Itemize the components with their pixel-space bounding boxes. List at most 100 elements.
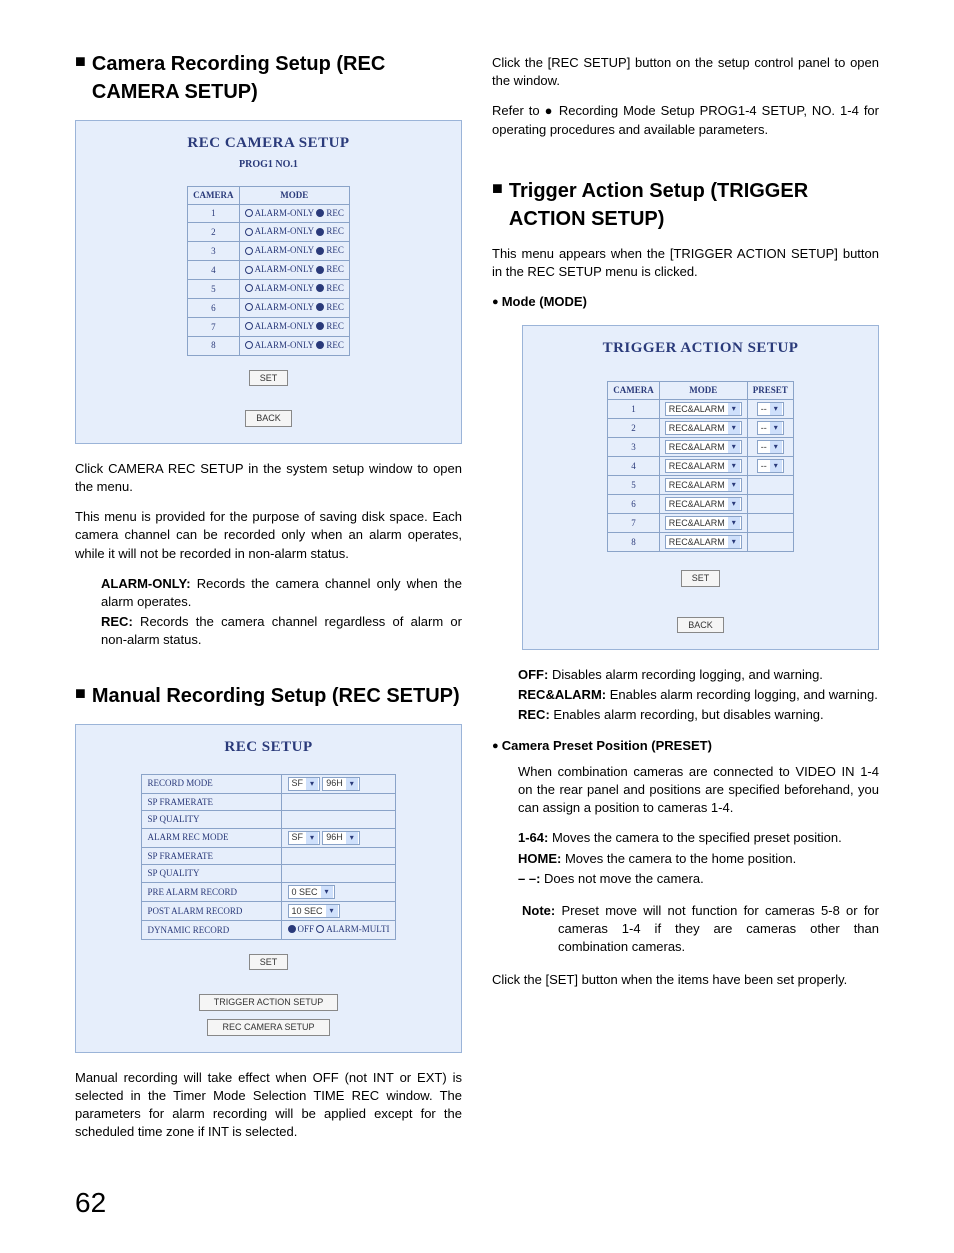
row-label: POST ALARM RECORD bbox=[141, 901, 281, 920]
para: This menu is provided for the purpose of… bbox=[75, 508, 462, 563]
select-preset[interactable]: --▾ bbox=[757, 421, 784, 435]
radio-alarm-only[interactable]: ALARM-ONLY bbox=[245, 207, 315, 220]
panel-title: REC SETUP bbox=[86, 737, 451, 758]
preset-cell: --▾ bbox=[747, 418, 793, 437]
preset-cell: --▾ bbox=[747, 399, 793, 418]
cam-num: 5 bbox=[188, 280, 240, 299]
back-button[interactable]: BACK bbox=[245, 410, 292, 427]
row-label: PRE ALARM RECORD bbox=[141, 882, 281, 901]
select-mode[interactable]: REC&ALARM▾ bbox=[665, 421, 742, 435]
row-label: SP FRAMERATE bbox=[141, 847, 281, 865]
def-rec: REC: Records the camera channel regardle… bbox=[101, 613, 462, 649]
cam-num: 3 bbox=[188, 242, 240, 261]
chevron-down-icon: ▾ bbox=[728, 479, 740, 491]
mode-cell: REC&ALARM▾ bbox=[659, 437, 747, 456]
row-label: SP QUALITY bbox=[141, 811, 281, 829]
def-home: HOME: Moves the camera to the home posit… bbox=[518, 850, 879, 868]
set-button[interactable]: SET bbox=[681, 570, 721, 587]
radio-rec[interactable]: REC bbox=[316, 320, 344, 333]
camera-mode-table: CAMERA MODE 1ALARM-ONLY REC2ALARM-ONLY R… bbox=[187, 186, 350, 356]
th-camera: CAMERA bbox=[188, 187, 240, 205]
preset-cell bbox=[747, 513, 793, 532]
trigger-action-panel: TRIGGER ACTION SETUP CAMERA MODE PRESET … bbox=[522, 325, 879, 650]
chevron-down-icon: ▾ bbox=[770, 460, 782, 472]
note: Note: Preset move will not function for … bbox=[518, 902, 879, 957]
cam-num: 2 bbox=[188, 223, 240, 242]
select-mode[interactable]: REC&ALARM▾ bbox=[665, 440, 742, 454]
heading-trigger-action: ■ Trigger Action Setup (TRIGGER ACTION S… bbox=[492, 177, 879, 233]
th-camera: CAMERA bbox=[608, 382, 660, 400]
radio-alarm-only[interactable]: ALARM-ONLY bbox=[245, 225, 315, 238]
chevron-down-icon: ▾ bbox=[728, 403, 740, 415]
radio-off[interactable]: OFF bbox=[288, 923, 315, 936]
chevron-down-icon: ▾ bbox=[346, 832, 358, 844]
chevron-down-icon: ▾ bbox=[728, 422, 740, 434]
mode-cell: REC&ALARM▾ bbox=[659, 513, 747, 532]
radio-rec[interactable]: REC bbox=[316, 263, 344, 276]
chevron-down-icon: ▾ bbox=[728, 536, 740, 548]
mode-cell: REC&ALARM▾ bbox=[659, 532, 747, 551]
set-button[interactable]: SET bbox=[249, 954, 289, 971]
radio-rec[interactable]: REC bbox=[316, 301, 344, 314]
cam-mode-cell: ALARM-ONLY REC bbox=[239, 317, 349, 336]
preset-cell: --▾ bbox=[747, 456, 793, 475]
cam-num: 7 bbox=[608, 513, 660, 532]
para: When combination cameras are connected t… bbox=[518, 763, 879, 818]
def-off: OFF: Disables alarm recording logging, a… bbox=[518, 666, 879, 684]
row-label: RECORD MODE bbox=[141, 774, 281, 793]
row-label: DYNAMIC RECORD bbox=[141, 920, 281, 939]
chevron-down-icon: ▾ bbox=[728, 441, 740, 453]
select-postalarm[interactable]: 10 SEC▾ bbox=[288, 904, 340, 918]
row-val: SF▾ 96H▾ bbox=[281, 828, 396, 847]
select-preset[interactable]: --▾ bbox=[757, 402, 784, 416]
select-prealarm[interactable]: 0 SEC▾ bbox=[288, 885, 335, 899]
mode-cell: REC&ALARM▾ bbox=[659, 418, 747, 437]
chevron-down-icon: ▾ bbox=[728, 498, 740, 510]
radio-alarm-only[interactable]: ALARM-ONLY bbox=[245, 244, 315, 257]
rec-camera-setup-panel: REC CAMERA SETUP PROG1 NO.1 CAMERA MODE … bbox=[75, 120, 462, 444]
cam-num: 4 bbox=[608, 456, 660, 475]
trigger-action-setup-button[interactable]: TRIGGER ACTION SETUP bbox=[199, 994, 339, 1011]
select-mode[interactable]: REC&ALARM▾ bbox=[665, 478, 742, 492]
mode-cell: REC&ALARM▾ bbox=[659, 399, 747, 418]
cam-num: 1 bbox=[188, 204, 240, 223]
radio-rec[interactable]: REC bbox=[316, 207, 344, 220]
select-sf[interactable]: SF▾ bbox=[288, 777, 321, 791]
para: Refer to ● Recording Mode Setup PROG1-4 … bbox=[492, 102, 879, 138]
mode-cell: REC&ALARM▾ bbox=[659, 494, 747, 513]
radio-rec[interactable]: REC bbox=[316, 244, 344, 257]
set-button[interactable]: SET bbox=[249, 370, 289, 387]
select-mode[interactable]: REC&ALARM▾ bbox=[665, 459, 742, 473]
radio-rec[interactable]: REC bbox=[316, 339, 344, 352]
radio-rec[interactable]: REC bbox=[316, 225, 344, 238]
select-preset[interactable]: --▾ bbox=[757, 459, 784, 473]
rec-setup-form: RECORD MODE SF▾ 96H▾ SP FRAMERATE SP QUA… bbox=[141, 774, 397, 940]
radio-alarm-only[interactable]: ALARM-ONLY bbox=[245, 282, 315, 295]
back-button[interactable]: BACK bbox=[677, 617, 724, 634]
select-96h[interactable]: 96H▾ bbox=[322, 831, 360, 845]
radio-alarm-only[interactable]: ALARM-ONLY bbox=[245, 263, 315, 276]
radio-rec[interactable]: REC bbox=[316, 282, 344, 295]
select-sf[interactable]: SF▾ bbox=[288, 831, 321, 845]
select-preset[interactable]: --▾ bbox=[757, 440, 784, 454]
chevron-down-icon: ▾ bbox=[728, 460, 740, 472]
select-mode[interactable]: REC&ALARM▾ bbox=[665, 402, 742, 416]
select-mode[interactable]: REC&ALARM▾ bbox=[665, 535, 742, 549]
radio-alarm-only[interactable]: ALARM-ONLY bbox=[245, 320, 315, 333]
rec-camera-setup-button[interactable]: REC CAMERA SETUP bbox=[207, 1019, 329, 1036]
sub-preset: Camera Preset Position (PRESET) bbox=[492, 737, 879, 755]
row-val: SF▾ 96H▾ bbox=[281, 774, 396, 793]
radio-alarm-only[interactable]: ALARM-ONLY bbox=[245, 339, 315, 352]
select-mode[interactable]: REC&ALARM▾ bbox=[665, 497, 742, 511]
radio-alarm-only[interactable]: ALARM-ONLY bbox=[245, 301, 315, 314]
cam-mode-cell: ALARM-ONLY REC bbox=[239, 223, 349, 242]
select-mode[interactable]: REC&ALARM▾ bbox=[665, 516, 742, 530]
def-alarm-only: ALARM-ONLY: Records the camera channel o… bbox=[101, 575, 462, 611]
radio-alarm-multi[interactable]: ALARM-MULTI bbox=[316, 923, 389, 936]
para: Click the [REC SETUP] button on the setu… bbox=[492, 54, 879, 90]
select-96h[interactable]: 96H▾ bbox=[322, 777, 360, 791]
chevron-down-icon: ▾ bbox=[770, 441, 782, 453]
row-label: SP QUALITY bbox=[141, 865, 281, 883]
chevron-down-icon: ▾ bbox=[728, 517, 740, 529]
cam-num: 4 bbox=[188, 261, 240, 280]
